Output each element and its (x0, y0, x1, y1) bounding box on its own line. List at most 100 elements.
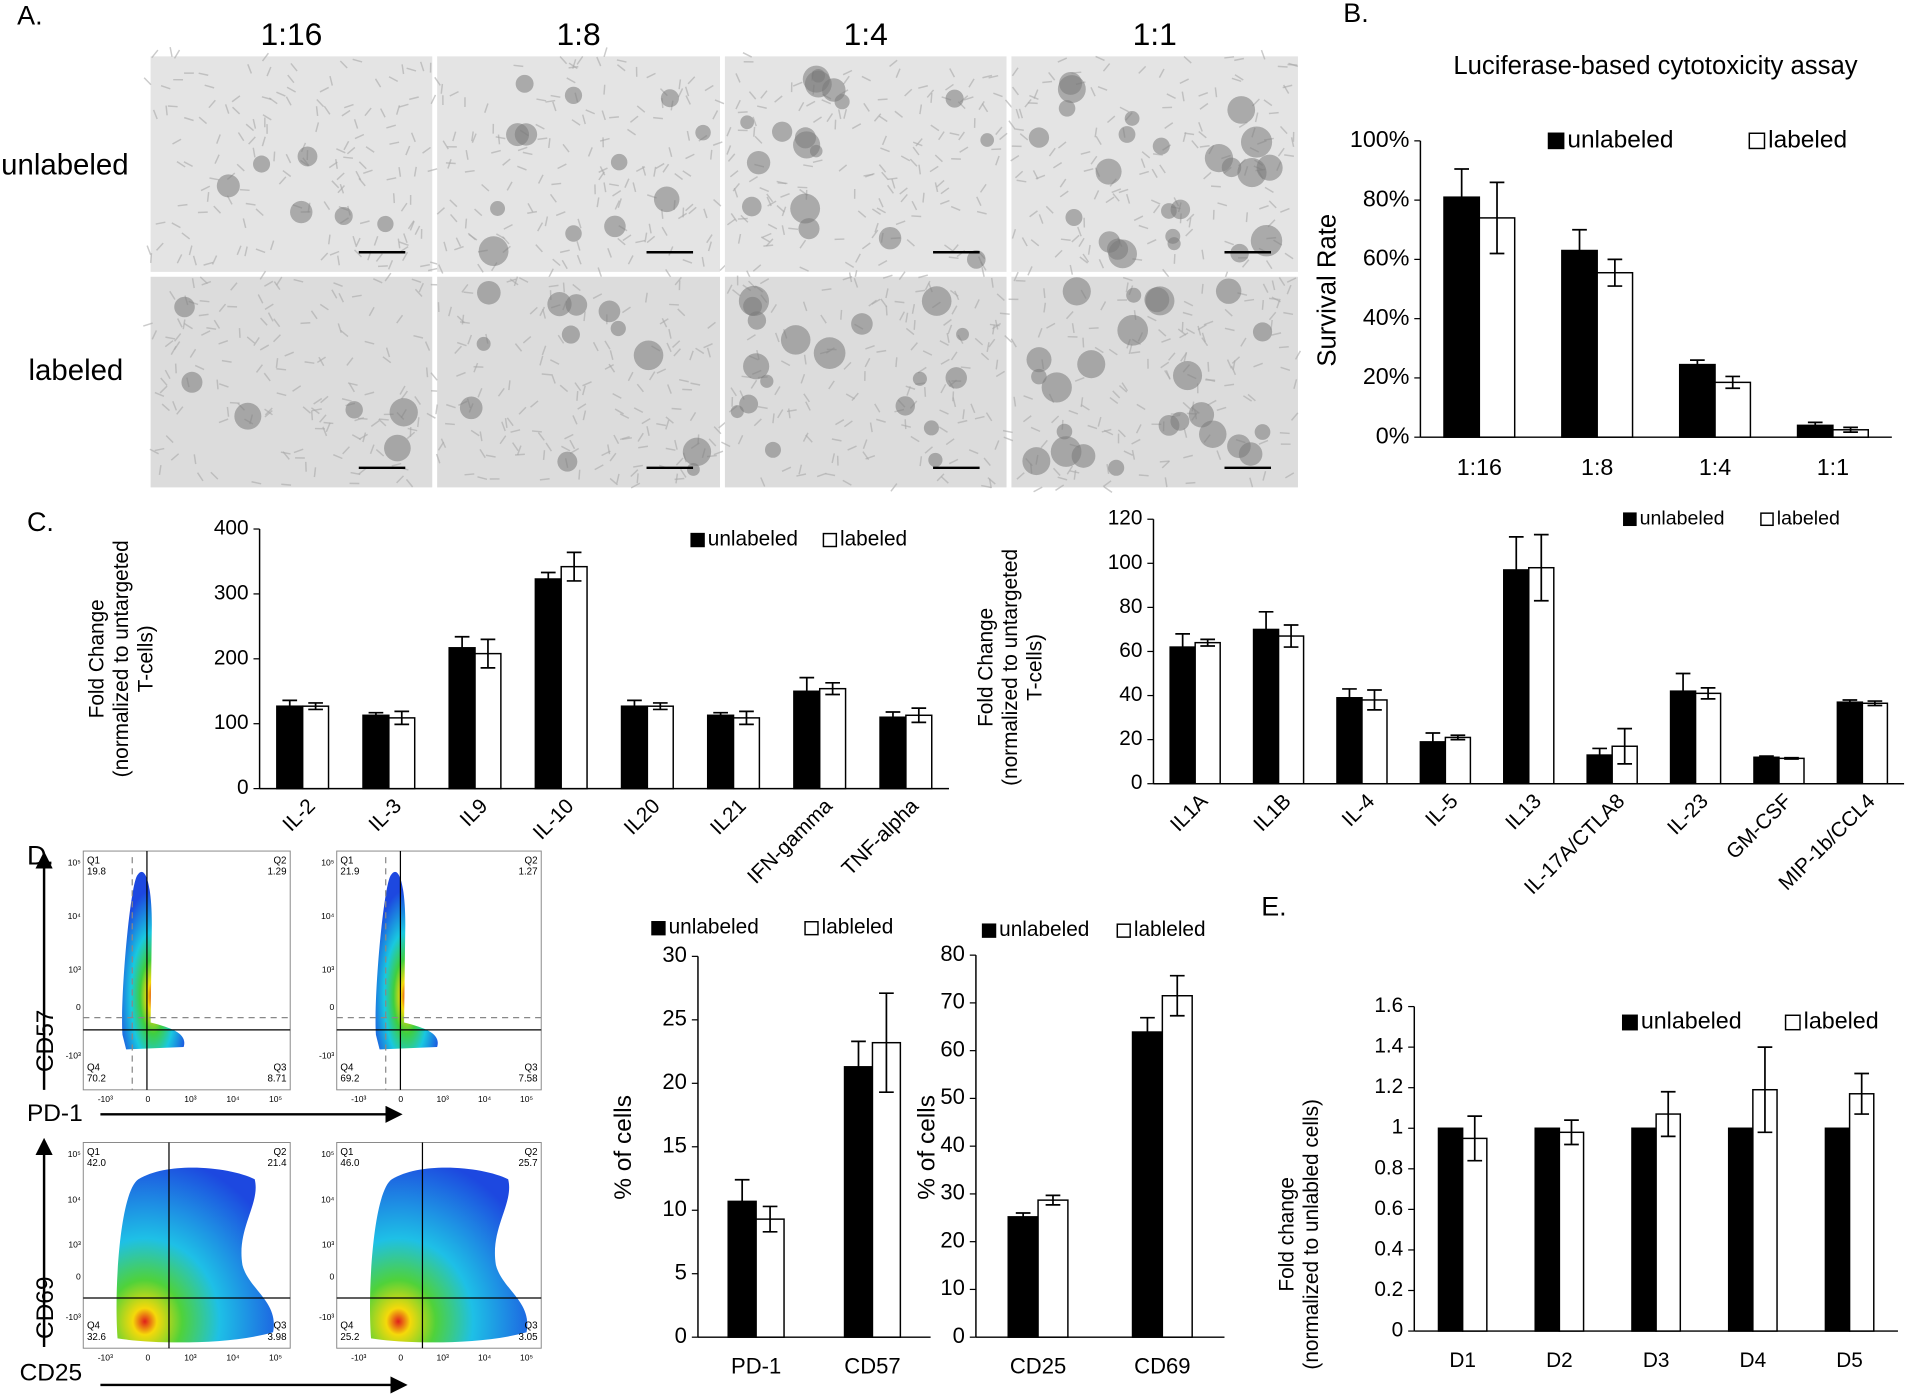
cell (685, 203, 694, 212)
cell (708, 438, 717, 447)
cell (319, 414, 327, 423)
cell (435, 404, 438, 415)
cell (159, 385, 168, 394)
cell (585, 109, 596, 115)
y-tick-label: 60 (1119, 639, 1142, 662)
cell (891, 178, 896, 189)
cell (414, 288, 423, 297)
chart-title: Luciferase-based cytotoxicity assay (1453, 52, 1857, 80)
cell (753, 126, 756, 137)
cell (1040, 439, 1048, 449)
cell (709, 149, 713, 160)
cell (165, 435, 174, 444)
cell (857, 210, 867, 218)
cell (184, 116, 194, 122)
cell (706, 234, 713, 244)
error-bar (1533, 533, 1549, 602)
cell (319, 303, 329, 311)
cell (479, 431, 483, 442)
error-bar (1842, 699, 1858, 706)
cell (264, 409, 273, 418)
cell (438, 264, 444, 274)
cell-cluster (565, 294, 588, 316)
cell (1139, 170, 1149, 176)
cell (678, 378, 689, 383)
cell (599, 137, 610, 142)
cell (974, 415, 985, 420)
cell (259, 317, 268, 326)
cell (1164, 370, 1171, 380)
cell (530, 400, 539, 408)
x-tick-label: IL1B (1249, 790, 1296, 837)
error-bar (1843, 426, 1858, 434)
cell (343, 140, 350, 151)
cell (665, 416, 674, 424)
legend-label: unlabeled (1567, 126, 1673, 153)
cell (1152, 153, 1163, 156)
cell (1264, 186, 1274, 194)
cell (1088, 327, 1099, 330)
cell (1197, 324, 1207, 331)
cell (242, 218, 247, 229)
cell (1101, 428, 1112, 433)
cell (1118, 384, 1128, 393)
cell (882, 274, 893, 279)
cell (929, 165, 939, 173)
flow-axis-label: CD57 (32, 1010, 59, 1073)
cell (629, 115, 639, 123)
cell-cluster (780, 325, 811, 355)
y-tick-label: 80 (1119, 595, 1142, 618)
legend-label: lableled (822, 916, 894, 939)
cell (990, 277, 994, 288)
cell-cluster (1050, 436, 1082, 467)
cell (1188, 217, 1192, 228)
cell (364, 340, 375, 345)
cell (1016, 472, 1025, 480)
cell (831, 453, 836, 464)
cell (446, 403, 456, 409)
cell (1022, 415, 1032, 423)
cell (912, 146, 920, 156)
cell (976, 196, 982, 206)
cell (1140, 158, 1146, 169)
quadrant-value: 70.2 (87, 1073, 106, 1084)
cell (901, 424, 912, 428)
cell (1253, 362, 1263, 368)
y-axis-label: Fold change (1276, 1177, 1299, 1291)
cell (661, 226, 668, 236)
x-tick-label: IL13 (1501, 790, 1546, 835)
cell (161, 403, 170, 412)
cell (930, 92, 933, 103)
quadrant-value: 7.58 (519, 1073, 539, 1084)
cell (952, 397, 957, 408)
cell (992, 324, 996, 335)
cell-cluster (1031, 368, 1047, 385)
bar (1528, 566, 1555, 785)
cell (218, 339, 229, 345)
cell (730, 212, 738, 222)
cell (619, 436, 630, 441)
cell (596, 197, 600, 208)
cell (1238, 121, 1248, 128)
cell (812, 159, 823, 164)
quadrant-name: Q3 (524, 1062, 538, 1073)
cell-cluster (686, 463, 700, 476)
cell (1158, 329, 1167, 337)
cell (354, 417, 365, 422)
cell (541, 345, 547, 356)
cell (418, 282, 424, 293)
error-bar (1175, 632, 1191, 662)
cell (656, 422, 667, 427)
cell (805, 401, 811, 411)
cell-cluster (1026, 347, 1052, 373)
cell (1135, 424, 1142, 434)
cell-cluster (923, 420, 939, 436)
cell (1095, 135, 1102, 146)
y-tick-label: 20 (1119, 727, 1142, 750)
cell-cluster (334, 206, 353, 226)
cell-cluster (878, 226, 902, 250)
error-bar (1660, 1090, 1676, 1138)
cell (940, 187, 950, 195)
cell (1183, 300, 1194, 307)
cell (442, 140, 449, 150)
